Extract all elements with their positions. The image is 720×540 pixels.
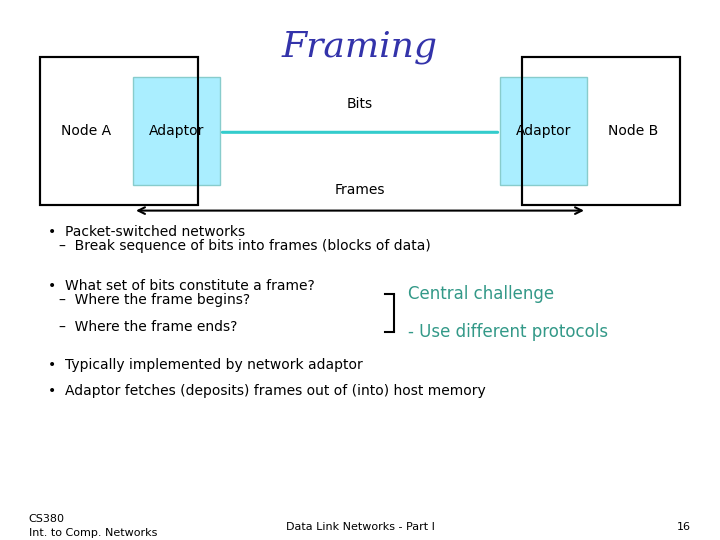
Bar bbox=[522, 57, 680, 205]
Bar bbox=[500, 77, 587, 185]
Text: –  Where the frame ends?: – Where the frame ends? bbox=[59, 320, 238, 334]
Text: Frames: Frames bbox=[335, 183, 385, 197]
Text: •  Adaptor fetches (deposits) frames out of (into) host memory: • Adaptor fetches (deposits) frames out … bbox=[48, 384, 486, 399]
Text: •  Packet-switched networks: • Packet-switched networks bbox=[48, 225, 246, 239]
Text: 16: 16 bbox=[678, 522, 691, 531]
Text: Adaptor: Adaptor bbox=[516, 124, 571, 138]
Text: –  Break sequence of bits into frames (blocks of data): – Break sequence of bits into frames (bl… bbox=[59, 239, 431, 253]
Text: CS380
Int. to Comp. Networks: CS380 Int. to Comp. Networks bbox=[29, 515, 157, 538]
Bar bbox=[522, 57, 680, 205]
Text: Node A: Node A bbox=[61, 124, 112, 138]
Text: Bits: Bits bbox=[347, 97, 373, 111]
Bar bbox=[40, 57, 198, 205]
Text: Data Link Networks - Part I: Data Link Networks - Part I bbox=[286, 522, 434, 531]
Text: Node B: Node B bbox=[608, 124, 659, 138]
Text: •  Typically implemented by network adaptor: • Typically implemented by network adapt… bbox=[48, 357, 363, 372]
Text: Adaptor: Adaptor bbox=[149, 124, 204, 138]
Text: - Use different protocols: - Use different protocols bbox=[408, 323, 608, 341]
Text: –  Where the frame begins?: – Where the frame begins? bbox=[59, 293, 250, 307]
Text: •  What set of bits constitute a frame?: • What set of bits constitute a frame? bbox=[48, 279, 315, 293]
Bar bbox=[40, 57, 198, 205]
Text: Central challenge: Central challenge bbox=[408, 285, 554, 303]
Bar bbox=[133, 77, 220, 185]
Text: Framing: Framing bbox=[282, 30, 438, 64]
